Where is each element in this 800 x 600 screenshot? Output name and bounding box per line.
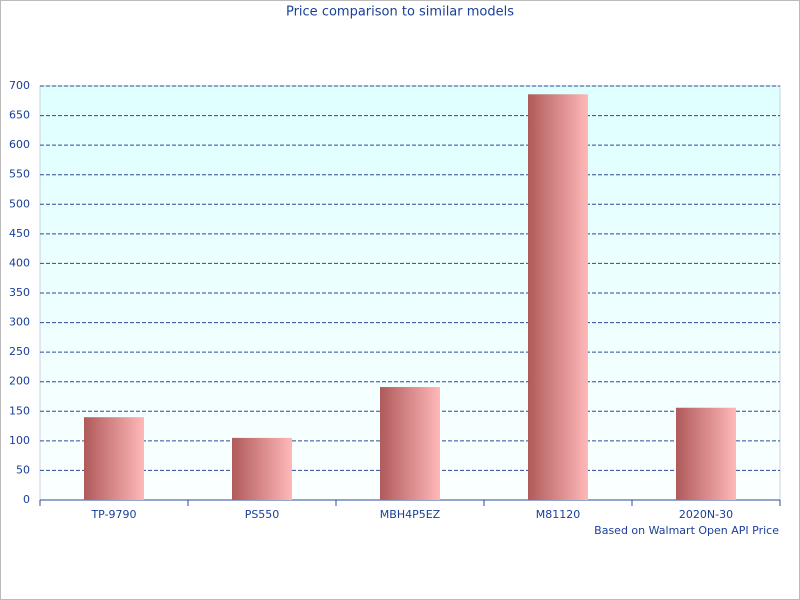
bar [380, 387, 440, 500]
y-tick-label: 300 [9, 316, 30, 329]
x-tick-label: M81120 [536, 508, 580, 521]
y-tick-label: 250 [9, 345, 30, 358]
y-tick-label: 550 [9, 168, 30, 181]
y-tick-label: 0 [23, 493, 30, 506]
x-tick-label: 2020N-30 [679, 508, 733, 521]
footnote: Based on Walmart Open API Price [594, 524, 779, 537]
y-tick-label: 350 [9, 286, 30, 299]
y-tick-label: 600 [9, 138, 30, 151]
y-tick-label: 50 [16, 463, 30, 476]
y-tick-label: 150 [9, 404, 30, 417]
y-tick-label: 500 [9, 197, 30, 210]
bar [84, 417, 144, 500]
y-tick-label: 450 [9, 227, 30, 240]
y-tick-label: 650 [9, 109, 30, 122]
y-tick-label: 200 [9, 375, 30, 388]
y-tick-label: 400 [9, 256, 30, 269]
x-tick-label: TP-9790 [90, 508, 136, 521]
chart-title: Price comparison to similar models [286, 5, 514, 20]
bar [528, 94, 588, 500]
y-tick-label: 100 [9, 434, 30, 447]
x-tick-label: PS550 [245, 508, 280, 521]
y-tick-label: 700 [9, 79, 30, 92]
bar [676, 407, 736, 500]
bar [232, 437, 292, 500]
x-tick-label: MBH4P5EZ [380, 508, 441, 521]
